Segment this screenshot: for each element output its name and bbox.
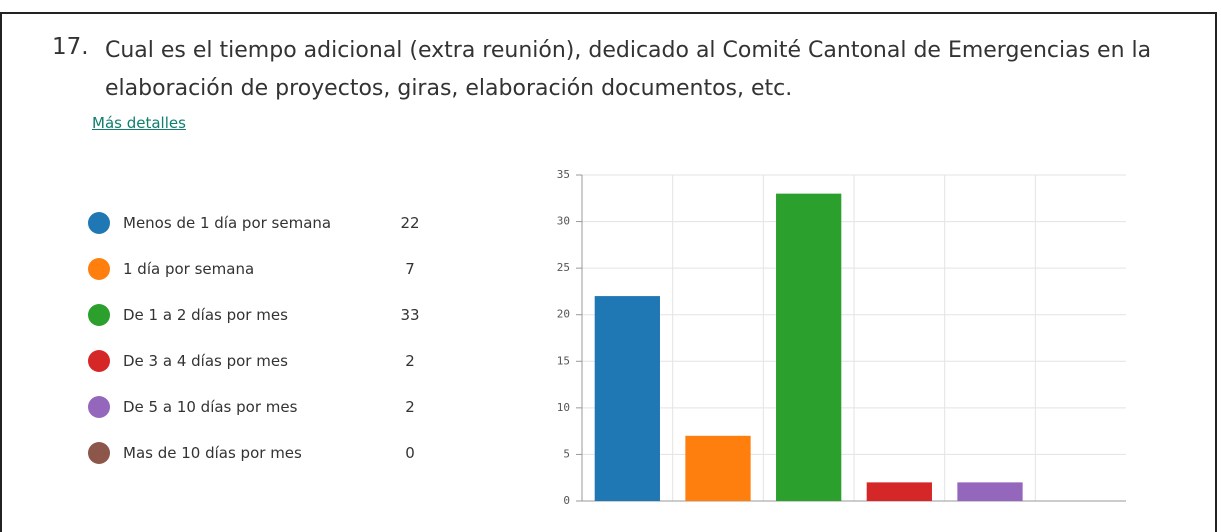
legend-count: 7 <box>405 260 415 278</box>
legend-item: Mas de 10 días por mes 0 <box>88 441 428 465</box>
legend-count: 2 <box>405 398 415 416</box>
legend-count: 2 <box>405 352 415 370</box>
details-link[interactable]: Más detalles <box>92 114 186 132</box>
legend-count: 33 <box>400 306 420 324</box>
legend-label: 1 día por semana <box>123 260 255 278</box>
chart: 0 5 10 15 20 25 30 35 <box>557 168 1126 507</box>
y-tick-label: 0 <box>563 494 570 507</box>
legend-item: De 5 a 10 días por mes 2 <box>88 395 428 419</box>
y-tick-label: 30 <box>557 215 570 228</box>
legend-count: 0 <box>405 444 415 462</box>
bar <box>866 482 932 501</box>
legend-label: Menos de 1 día por semana <box>123 214 332 232</box>
bar <box>957 482 1023 501</box>
legend-label: De 1 a 2 días por mes <box>123 306 288 324</box>
legend-label: De 5 a 10 días por mes <box>123 398 298 416</box>
legend-swatch <box>88 396 110 418</box>
y-tick-label: 35 <box>557 168 570 181</box>
y-tick-label: 25 <box>557 261 570 274</box>
legend-item: De 3 a 4 días por mes 2 <box>88 349 428 373</box>
legend-item: Menos de 1 día por semana 22 <box>88 211 428 235</box>
bar <box>685 435 751 501</box>
legend-item: De 1 a 2 días por mes 33 <box>88 303 428 327</box>
y-tick-label: 5 <box>563 447 570 460</box>
legend-count: 22 <box>400 214 420 232</box>
legend-item: 1 día por semana 7 <box>88 257 428 281</box>
legend-swatch <box>88 442 110 464</box>
page: {"chart_data": {"type": "bar", "number":… <box>0 12 1217 532</box>
legend-label: Mas de 10 días por mes <box>123 444 302 462</box>
legend-swatch <box>88 212 110 234</box>
y-tick-label: 15 <box>557 354 570 367</box>
legend-swatch <box>88 258 110 280</box>
y-tick-label: 20 <box>557 308 570 321</box>
legend-label: De 3 a 4 días por mes <box>123 352 288 370</box>
bar <box>594 296 660 501</box>
bar <box>776 193 842 501</box>
question-title: Cual es el tiempo adicional (extra reuni… <box>105 38 1152 101</box>
card-frame <box>0 12 1217 532</box>
legend-swatch <box>88 304 110 326</box>
legend-swatch <box>88 350 110 372</box>
question-number: 17. <box>52 34 89 60</box>
y-tick-label: 10 <box>557 401 570 414</box>
